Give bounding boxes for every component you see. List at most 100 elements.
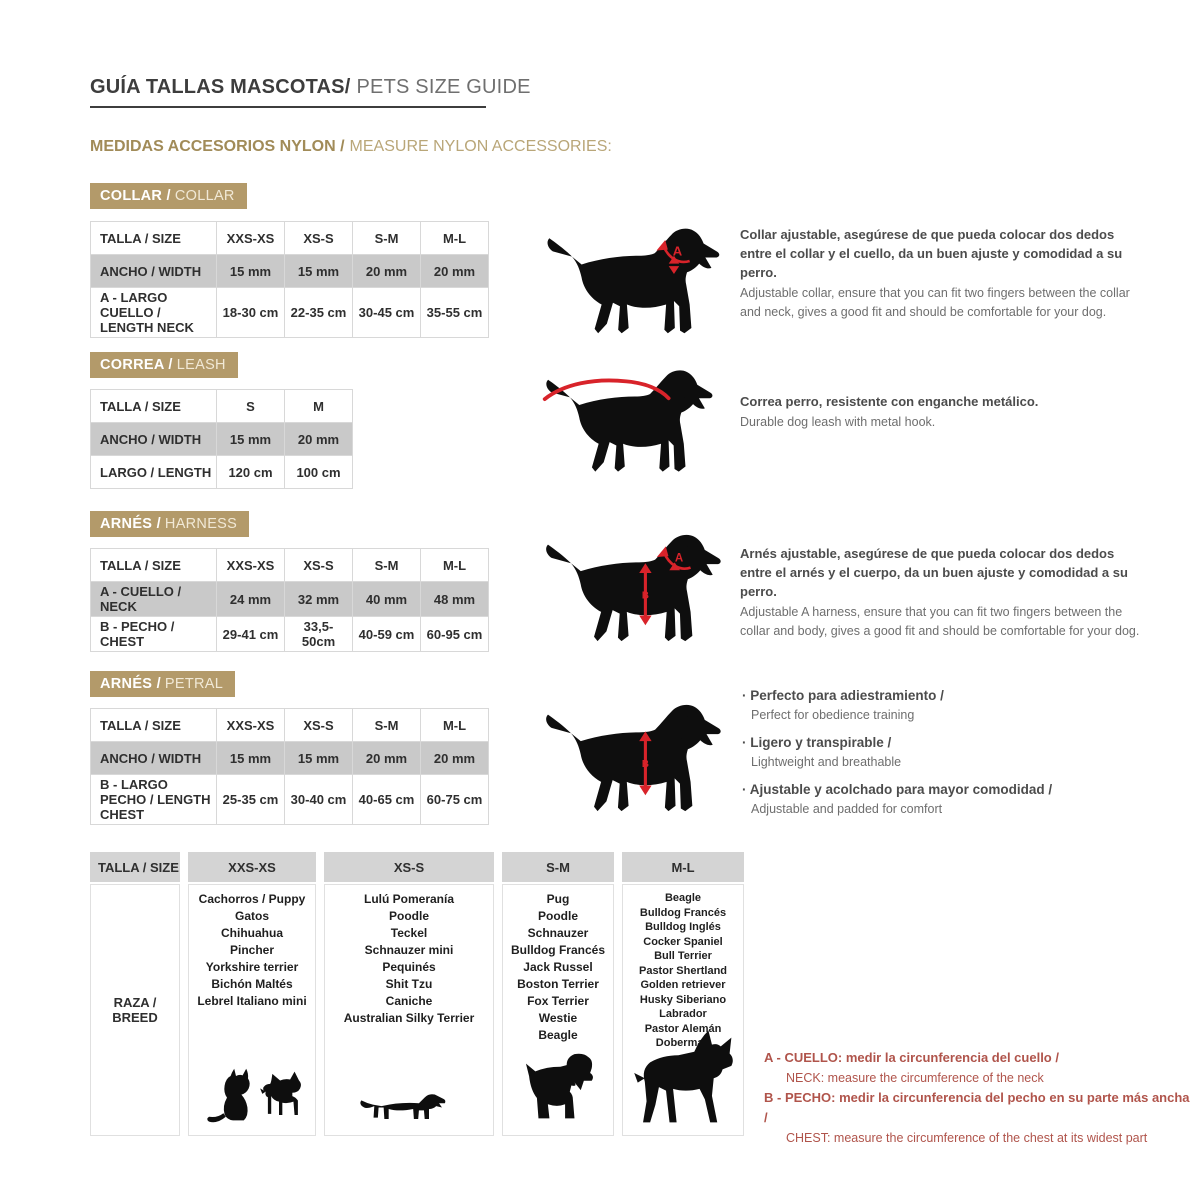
feature-item: Ajustable y acolchado para mayor comodid… — [742, 780, 1144, 818]
collar-description: Collar ajustable, asegúrese de que pueda… — [740, 225, 1142, 321]
table-row: B - LARGO PECHO / LENGTH CHEST 25-35 cm … — [90, 774, 489, 825]
note-b-en: CHEST: measure the circumference of the … — [786, 1131, 1148, 1145]
breed-list: Beagle Bulldog Francés Bulldog Inglés Cocke… — [638, 892, 728, 1049]
page-title-en: PETS SIZE GUIDE — [356, 76, 531, 98]
header-cell: S-M — [352, 221, 421, 255]
value-cell: 48 mm — [420, 581, 489, 617]
value-cell: 40-65 cm — [352, 774, 421, 825]
chihuahua-silhouette — [260, 1071, 301, 1115]
header-cell: XXS-XS — [216, 221, 285, 255]
header-cell: TALLA / SIZE — [90, 548, 217, 582]
value-cell: 15 mm — [284, 254, 353, 288]
breeds-header-cell: XS-S — [324, 852, 494, 882]
feature-en: Perfect for obedience training — [751, 708, 915, 722]
badge-text-es: ARNÉS / — [100, 676, 161, 692]
header-cell: TALLA / SIZE — [90, 221, 217, 255]
header-cell: TALLA / SIZE — [90, 708, 217, 742]
measure-arrow-icon — [656, 240, 668, 251]
value-cell: 60-95 cm — [420, 616, 489, 652]
label-cell: ANCHO / WIDTH — [90, 254, 217, 288]
header-cell: M-L — [420, 221, 489, 255]
description-en: Durable dog leash with metal hook. — [740, 415, 936, 429]
label-cell: A - LARGO CUELLO / LENGTH NECK — [90, 287, 217, 338]
note-a-es: A - CUELLO: medir la circunferencia del … — [764, 1050, 1059, 1065]
label-cell: ANCHO / WIDTH — [90, 741, 217, 775]
marker-b-label: B — [642, 591, 649, 602]
page-subtitle-en: MEASURE NYLON ACCESSORIES: — [349, 138, 612, 155]
breeds-header-cell: S-M — [502, 852, 614, 882]
feature-item: Ligero y transpirable / Lightweight and … — [742, 733, 1144, 771]
label-cell: ANCHO / WIDTH — [90, 422, 217, 456]
label-cell: B - PECHO / CHEST — [90, 616, 217, 652]
section-badge-petral: ARNÉS / PETRAL — [90, 671, 236, 697]
header-cell: M — [284, 389, 353, 423]
header-cell: TALLA / SIZE — [90, 389, 217, 423]
value-cell: 22-35 cm — [284, 287, 353, 338]
badge-text-es: CORREA / — [100, 357, 173, 373]
note-b-es: B - PECHO: medir la circunferencia del p… — [764, 1090, 1190, 1125]
value-cell: 18-30 cm — [216, 287, 285, 338]
measuring-notes: A - CUELLO: medir la circunferencia del … — [764, 1048, 1190, 1148]
breed-list: Pug Poodle Schnauzer Bulldog Francés Jack Ru… — [510, 892, 605, 1042]
title-underline — [90, 106, 486, 108]
breeds-cell-m-l: Beagle Bulldog Francés Bulldog Inglés Cocke… — [622, 884, 744, 1136]
petral-dog-illustration: B — [534, 696, 732, 820]
measure-arrow-icon — [668, 266, 680, 275]
value-cell: 30-45 cm — [352, 287, 421, 338]
badge-text-en: PETRAL — [164, 676, 224, 692]
breeds-header-cell: M-L — [622, 852, 744, 882]
page-title: GUÍA TALLAS MASCOTAS/PETS SIZE GUIDE — [90, 76, 531, 99]
section-badge-leash: CORREA / LEASH — [90, 352, 238, 378]
breeds-row-label: RAZA / BREED — [90, 884, 180, 1136]
harness-size-table: TALLA / SIZE XXS-XS XS-S S-M M-L A - CUE… — [90, 548, 489, 652]
breeds-cell-s-m: Pug Poodle Schnauzer Bulldog Francés Jack Ru… — [502, 884, 614, 1136]
value-cell: 100 cm — [284, 455, 353, 489]
header-cell: XS-S — [284, 221, 353, 255]
badge-text-en: COLLAR — [174, 188, 235, 204]
value-cell: 20 mm — [284, 422, 353, 456]
header-cell: S-M — [352, 708, 421, 742]
marker-a-label: A — [675, 552, 683, 564]
value-cell: 15 mm — [216, 422, 285, 456]
table-row: ANCHO / WIDTH 15 mm 15 mm 20 mm 20 mm — [90, 741, 489, 775]
value-cell: 20 mm — [420, 741, 489, 775]
harness-description: Arnés ajustable, asegúrese de que pueda … — [740, 544, 1142, 640]
collar-size-table: TALLA / SIZE XXS-XS XS-S S-M M-L ANCHO /… — [90, 221, 489, 338]
value-cell: 15 mm — [216, 254, 285, 288]
breed-list: Lulú Pomeranía Poodle Teckel Schnauzer mini… — [343, 892, 475, 1025]
badge-text-es: COLLAR / — [100, 188, 171, 204]
label-cell: B - LARGO PECHO / LENGTH CHEST — [90, 774, 217, 825]
leash-dog-illustration — [542, 362, 734, 480]
cat-silhouette — [207, 1068, 250, 1123]
table-row: TALLA / SIZE XXS-XS XS-S S-M M-L — [90, 708, 489, 742]
leash-line — [542, 378, 671, 401]
marker-a-label: A — [673, 244, 683, 259]
breed-list: Cachorros / Puppy Gatos Chihuahua Pincher Yo… — [197, 892, 307, 1008]
table-row: TALLA / SIZE XXS-XS XS-S S-M M-L — [90, 548, 489, 582]
value-cell: 29-41 cm — [216, 616, 285, 652]
value-cell: 15 mm — [216, 741, 285, 775]
petral-size-table: TALLA / SIZE XXS-XS XS-S S-M M-L ANCHO /… — [90, 708, 489, 825]
value-cell: 30-40 cm — [284, 774, 353, 825]
section-badge-collar: COLLAR / COLLAR — [90, 183, 247, 209]
section-badge-harness: ARNÉS / HARNESS — [90, 511, 250, 537]
breeds-cell-xxs-xs: Cachorros / Puppy Gatos Chihuahua Pincher Yo… — [188, 884, 316, 1136]
value-cell: 20 mm — [352, 254, 421, 288]
table-row: ANCHO / WIDTH 15 mm 15 mm 20 mm 20 mm — [90, 254, 489, 288]
label-cell: LARGO / LENGTH — [90, 455, 217, 489]
feature-en: Lightweight and breathable — [751, 755, 902, 769]
breeds-table: TALLA / SIZE XXS-XS XS-S S-M M-L RAZA / B… — [90, 852, 744, 1136]
value-cell: 40-59 cm — [352, 616, 421, 652]
header-cell: XXS-XS — [216, 548, 285, 582]
measure-arrow-icon — [669, 562, 680, 571]
measure-arrow-icon — [639, 785, 652, 796]
value-cell: 20 mm — [352, 741, 421, 775]
table-row: A - CUELLO / NECK 24 mm 32 mm 40 mm 48 m… — [90, 581, 489, 617]
value-cell: 25-35 cm — [216, 774, 285, 825]
table-row: TALLA / SIZE XXS-XS XS-S S-M M-L — [90, 221, 489, 255]
doberman-silhouette — [634, 1030, 733, 1123]
table-row: B - PECHO / CHEST 29-41 cm 33,5-50cm 40-… — [90, 616, 489, 652]
page-title-es: GUÍA TALLAS MASCOTAS/ — [90, 76, 351, 98]
description-es: Correa perro, resistente con enganche me… — [740, 394, 1039, 409]
leash-description: Correa perro, resistente con enganche me… — [740, 392, 1142, 432]
